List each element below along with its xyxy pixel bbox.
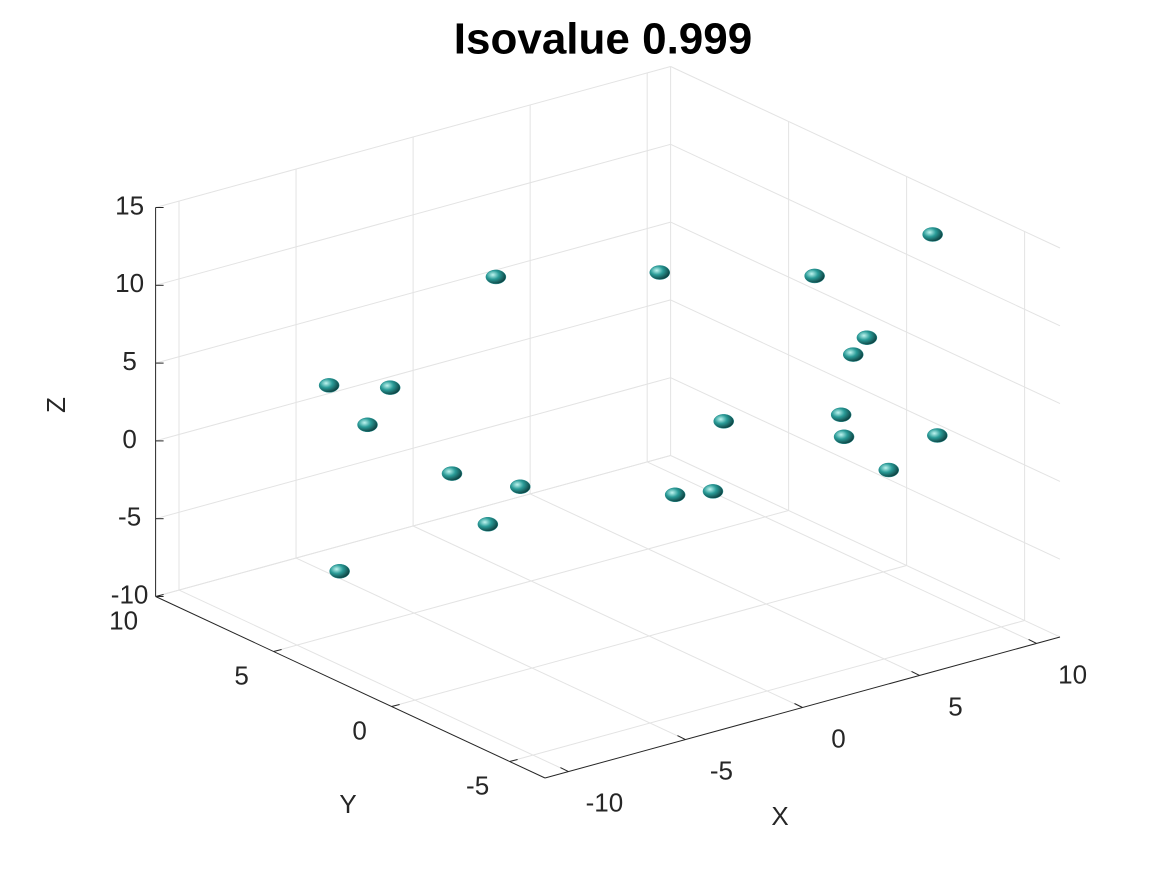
grid-line xyxy=(295,557,686,740)
isosurface-blob xyxy=(441,466,463,481)
isosurface-blob xyxy=(927,428,948,443)
grid-line xyxy=(509,620,1025,762)
y-axis-label: Y xyxy=(339,789,356,819)
z-tick-label: 15 xyxy=(115,190,144,220)
x-tick xyxy=(1028,638,1037,644)
y-tick-label: 0 xyxy=(352,715,366,745)
z-tick-label: 5 xyxy=(122,346,136,376)
grid-line xyxy=(529,493,920,676)
y-tick-label: 10 xyxy=(109,605,138,635)
y-tick xyxy=(509,759,518,762)
z-tick-label: -10 xyxy=(111,579,149,609)
x-tick-label: -10 xyxy=(586,787,624,817)
grid-line xyxy=(155,455,671,597)
grid-line xyxy=(670,143,1061,327)
x-tick xyxy=(794,703,803,708)
grid-line xyxy=(670,221,1061,405)
y-tick xyxy=(155,594,164,597)
x-tick-label: 0 xyxy=(831,723,845,753)
grid-line xyxy=(155,221,671,364)
grid-line xyxy=(155,66,671,208)
isosurface-blob xyxy=(713,414,734,429)
grid-line xyxy=(412,525,803,708)
y-tick-label: 5 xyxy=(234,660,248,690)
y-tick-label: -5 xyxy=(466,770,489,800)
grid-line xyxy=(155,299,671,442)
z-tick-label: -5 xyxy=(118,502,141,532)
isosurface-blob xyxy=(357,417,378,433)
grid-line xyxy=(391,565,907,707)
grid-line xyxy=(178,589,569,773)
isosurface-blob xyxy=(922,227,943,242)
grid xyxy=(155,66,1061,773)
isosurface-blob xyxy=(477,517,499,532)
z-axis-label: Z xyxy=(41,397,71,413)
isosurface-blob xyxy=(804,268,825,284)
x-tick xyxy=(677,735,686,740)
isosurface-blob xyxy=(856,330,878,345)
x-tick xyxy=(560,767,569,773)
y-tick xyxy=(273,649,282,652)
x-tick xyxy=(911,671,920,676)
grid-line xyxy=(670,299,1061,482)
x-axis-label: X xyxy=(771,801,788,831)
isosurface-blob xyxy=(318,378,340,393)
isosurface-blob xyxy=(379,380,401,395)
grid-line xyxy=(273,510,789,652)
grid-line xyxy=(670,66,1061,249)
marks xyxy=(318,227,948,579)
grid-line xyxy=(670,455,1061,638)
isosurface-blob xyxy=(649,265,671,280)
isosurface-blob xyxy=(510,479,531,494)
z-tick-label: 0 xyxy=(122,424,136,454)
isosurface-blob xyxy=(833,429,855,445)
y-tick xyxy=(391,704,400,707)
isosurface-blob xyxy=(702,484,724,499)
grid-line xyxy=(155,143,671,286)
isosurface-blob xyxy=(830,407,852,423)
isosurface-blob xyxy=(485,269,507,285)
isosurface-blob xyxy=(329,564,350,579)
isosurface-blob xyxy=(842,347,864,362)
grid-line xyxy=(670,377,1061,560)
z-tick-label: 10 xyxy=(115,268,144,298)
grid-line xyxy=(155,377,671,520)
chart-title: Isovalue 0.999 xyxy=(454,15,752,64)
y-axis-line xyxy=(155,596,546,779)
isosurface-blob xyxy=(664,487,686,503)
x-tick-label: 5 xyxy=(948,691,962,721)
isosurface-blob xyxy=(878,462,899,478)
x-tick-label: 10 xyxy=(1058,659,1087,689)
x-tick-label: -5 xyxy=(710,755,733,785)
